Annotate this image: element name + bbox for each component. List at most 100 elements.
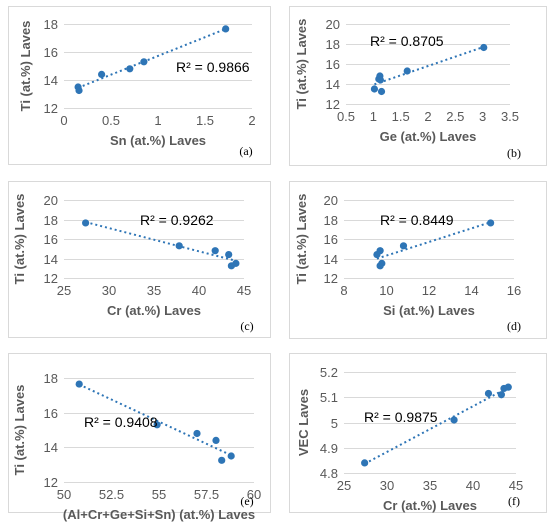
y-axis-title: VEC Laves [296, 389, 311, 456]
data-point [193, 429, 201, 438]
data-point [153, 421, 161, 429]
r-squared-label: R² = 0.9262 [140, 212, 214, 228]
panel-label: (e) [240, 494, 253, 508]
x-axis-title: Cr (at.%) Laves [107, 303, 201, 318]
chart-panel: 12 14 16 18 20 25 30 35 40 45 Cr (at.%) Laves Ti (a… [8, 181, 271, 338]
panel-frame [289, 6, 547, 166]
data-point [399, 242, 408, 250]
data-point [222, 25, 230, 33]
x-tick-label: 25 [57, 283, 71, 298]
y-tick-label: 16 [326, 57, 340, 72]
x-tick-label: 50 [57, 487, 71, 502]
x-tick-label: 1 [370, 109, 377, 124]
data-point [504, 383, 512, 391]
y-tick-label: 12 [44, 101, 58, 116]
x-tick-label: 14 [464, 283, 478, 298]
x-axis-title: (Al+Cr+Ge+Si+Sn) (at.%) Laves [63, 507, 255, 522]
y-axis-title: Ti (at.%) Laves [18, 21, 33, 112]
panel-frame [8, 353, 271, 513]
data-point [403, 67, 411, 75]
data-point [98, 70, 106, 78]
trendline [364, 386, 509, 465]
r-squared-label: R² = 0.8705 [370, 33, 444, 49]
data-point [211, 247, 219, 255]
data-point [484, 389, 493, 398]
data-point [450, 416, 458, 424]
data-point [480, 43, 488, 52]
panel-frame [289, 353, 547, 513]
x-tick-label: 25 [337, 478, 351, 493]
x-tick-label: 52.5 [99, 487, 124, 502]
y-axis-title: Ti (at.%) Laves [12, 194, 27, 285]
x-tick-label: 57.5 [194, 487, 219, 502]
x-tick-label: 45 [237, 283, 251, 298]
x-tick-label: 0.5 [102, 113, 120, 128]
y-tick-label: 12 [44, 475, 58, 490]
panel-label: (c) [240, 319, 253, 333]
y-tick-label: 14 [44, 252, 58, 267]
panel-label: (d) [507, 319, 521, 333]
data-point [212, 436, 220, 444]
y-axis-title: Ti (at.%) Laves [12, 385, 27, 476]
y-tick-label: 18 [44, 17, 58, 32]
y-tick-label: 16 [324, 232, 338, 247]
data-point [225, 251, 233, 259]
x-tick-label: 3 [479, 109, 486, 124]
data-point [232, 259, 240, 267]
x-tick-label: 2 [424, 109, 431, 124]
x-axis-title: Ge (at.%) Laves [380, 129, 477, 144]
data-point [175, 242, 183, 250]
x-axis-title: Si (at.%) Laves [383, 303, 475, 318]
x-tick-label: 12 [422, 283, 436, 298]
x-axis-title: Cr (at.%) Laves [383, 498, 477, 513]
r-squared-label: R² = 0.9875 [364, 409, 438, 425]
x-tick-label: 35 [423, 478, 437, 493]
chart-panel: 12 14 16 18 20 8 10 12 14 16 Si (at.%) Laves Ti (at… [289, 181, 547, 339]
y-tick-label: 18 [44, 371, 58, 386]
chart-panel: 12 14 16 18 50 52.5 55 57.5 60 (Al+Cr+Ge+Si+Sn) (… [8, 353, 271, 522]
x-tick-label: 2.5 [446, 109, 464, 124]
y-tick-label: 12 [324, 271, 338, 286]
data-point [370, 85, 379, 93]
x-tick-label: 10 [379, 283, 393, 298]
y-tick-label: 14 [326, 77, 340, 92]
y-tick-label: 14 [324, 252, 338, 267]
data-point [361, 459, 369, 467]
chart-panel: 12 14 16 18 20 0.5 1 1.5 2 2.5 3 3.5 Ge (at.%) Laves… [289, 6, 547, 166]
data-point [377, 87, 386, 96]
y-tick-label: 12 [326, 97, 340, 112]
chart-panel: 12 14 16 18 0 0.5 1 1.5 2 Sn (at.%) Laves Ti (at.%… [8, 6, 271, 165]
panel-label: (f) [508, 494, 520, 508]
y-tick-label: 20 [324, 193, 338, 208]
trendline [77, 28, 227, 89]
x-tick-label: 0.5 [337, 109, 355, 124]
r-squared-label: R² = 0.8449 [380, 212, 454, 228]
data-point [218, 456, 226, 464]
x-tick-label: 16 [507, 283, 521, 298]
r-squared-label: R² = 0.9866 [176, 59, 250, 75]
trendline [85, 221, 237, 262]
x-tick-label: 2 [248, 113, 255, 128]
x-tick-label: 30 [380, 478, 394, 493]
data-point [227, 452, 235, 460]
y-tick-label: 16 [44, 232, 58, 247]
data-point [376, 247, 384, 255]
y-tick-label: 5.1 [320, 390, 338, 405]
data-point [75, 380, 83, 388]
panel-label: (b) [507, 146, 521, 160]
y-tick-label: 18 [324, 213, 338, 228]
x-axis-title: Sn (at.%) Laves [110, 133, 206, 148]
data-point [140, 58, 148, 66]
y-tick-label: 16 [44, 45, 58, 60]
x-tick-label: 45 [509, 478, 523, 493]
x-tick-label: 60 [247, 487, 261, 502]
data-point [378, 259, 386, 267]
data-point [126, 65, 134, 73]
y-tick-label: 20 [44, 193, 58, 208]
x-tick-label: 1.5 [392, 109, 410, 124]
x-tick-label: 1.5 [196, 113, 214, 128]
y-tick-label: 18 [44, 213, 58, 228]
y-tick-label: 5.2 [320, 365, 338, 380]
data-point [497, 391, 505, 399]
y-axis-title: Ti (at.%) Laves [294, 19, 309, 110]
